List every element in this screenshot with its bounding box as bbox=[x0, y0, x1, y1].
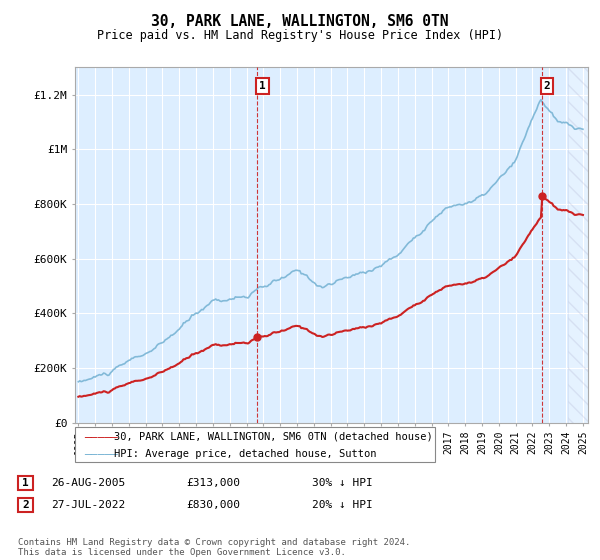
Text: ─────: ───── bbox=[84, 449, 118, 459]
Text: ─────: ───── bbox=[84, 432, 118, 442]
Text: 30, PARK LANE, WALLINGTON, SM6 0TN: 30, PARK LANE, WALLINGTON, SM6 0TN bbox=[151, 14, 449, 29]
Text: Contains HM Land Registry data © Crown copyright and database right 2024.
This d: Contains HM Land Registry data © Crown c… bbox=[18, 538, 410, 557]
Text: 2: 2 bbox=[22, 500, 29, 510]
Text: 27-JUL-2022: 27-JUL-2022 bbox=[51, 500, 125, 510]
Text: 1: 1 bbox=[259, 81, 266, 91]
Text: 30% ↓ HPI: 30% ↓ HPI bbox=[312, 478, 373, 488]
Text: 1: 1 bbox=[22, 478, 29, 488]
Text: 26-AUG-2005: 26-AUG-2005 bbox=[51, 478, 125, 488]
Text: £830,000: £830,000 bbox=[186, 500, 240, 510]
Text: Price paid vs. HM Land Registry's House Price Index (HPI): Price paid vs. HM Land Registry's House … bbox=[97, 29, 503, 42]
Text: HPI: Average price, detached house, Sutton: HPI: Average price, detached house, Sutt… bbox=[114, 449, 377, 459]
Text: 2: 2 bbox=[544, 81, 551, 91]
Text: 30, PARK LANE, WALLINGTON, SM6 0TN (detached house): 30, PARK LANE, WALLINGTON, SM6 0TN (deta… bbox=[114, 432, 433, 442]
Text: 20% ↓ HPI: 20% ↓ HPI bbox=[312, 500, 373, 510]
Text: £313,000: £313,000 bbox=[186, 478, 240, 488]
